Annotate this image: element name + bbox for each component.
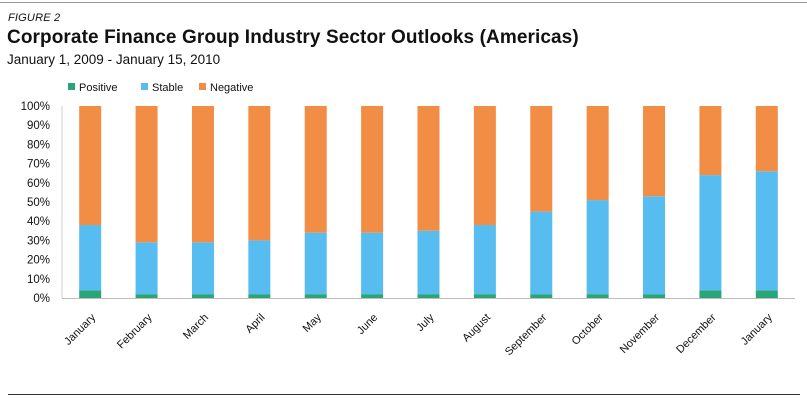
bar-positive-6	[361, 294, 384, 298]
x-tick-label: September	[503, 311, 550, 358]
bar-positive-2	[135, 294, 158, 298]
legend-label-positive: Positive	[79, 82, 118, 94]
bar-positive-5	[304, 294, 327, 298]
bar-negative-12	[699, 106, 722, 176]
x-tick-label: November	[618, 311, 663, 356]
bar-negative-11	[643, 106, 666, 197]
legend-label-stable: Stable	[152, 82, 183, 94]
x-tick-label: January	[62, 311, 99, 348]
x-axis: January February March April May June July Augu…	[62, 298, 795, 358]
x-tick-label: March	[181, 312, 211, 342]
bar-positive-3	[191, 294, 214, 298]
bar-stable-11	[643, 196, 666, 295]
bar-positive-12	[699, 290, 722, 298]
top-rule	[0, 2, 807, 3]
bar-stable-9	[530, 211, 553, 295]
y-tick-label: 10%	[27, 274, 50, 286]
bar-stable-4	[248, 240, 271, 295]
bar-negative-7	[417, 106, 440, 231]
bar-positive-10	[586, 294, 609, 298]
bar-negative-2	[135, 106, 158, 243]
bottom-rule	[8, 394, 800, 395]
bar-negative-10	[586, 106, 609, 201]
bar-negative-4	[248, 106, 271, 241]
legend-swatch-positive	[68, 83, 75, 90]
bar-stable-7	[417, 230, 440, 295]
legend-swatch-negative	[199, 83, 206, 90]
bar-positive-4	[248, 294, 271, 298]
y-tick-label: 60%	[27, 178, 50, 190]
bar-stable-12	[699, 175, 722, 291]
bar-positive-13	[755, 290, 778, 298]
y-tick-label: 80%	[27, 139, 50, 151]
bar-stable-3	[191, 242, 214, 295]
y-tick-label: 0%	[33, 293, 50, 305]
y-tick-label: 40%	[27, 216, 50, 228]
bar-negative-8	[473, 106, 496, 226]
x-tick-label: June	[355, 312, 380, 337]
chart-subtitle: January 1, 2009 - January 15, 2010	[7, 52, 221, 67]
y-axis: 0% 10% 20% 30% 40% 50% 60% 70% 80% 90% 100%	[21, 101, 63, 305]
x-tick-label: April	[243, 312, 267, 336]
y-tick-label: 90%	[27, 120, 50, 132]
bar-positive-11	[643, 294, 666, 298]
x-tick-label: August	[460, 312, 493, 345]
legend: Positive Stable Negative	[68, 82, 253, 94]
bar-stable-6	[361, 232, 384, 295]
y-tick-label: 30%	[27, 235, 50, 247]
bar-stable-13	[755, 171, 778, 291]
bar-negative-3	[191, 106, 214, 243]
y-tick-label: 100%	[21, 101, 50, 113]
figure-label: FIGURE 2	[8, 12, 61, 24]
bar-stable-5	[304, 232, 327, 295]
legend-label-negative: Negative	[210, 82, 253, 94]
bar-stable-1	[79, 225, 102, 291]
bar-negative-1	[79, 106, 102, 226]
bar-stable-10	[586, 200, 609, 295]
bar-negative-6	[361, 106, 384, 233]
bar-negative-13	[755, 106, 778, 172]
x-tick-label: May	[301, 311, 325, 335]
chart-title: Corporate Finance Group Industry Sector …	[7, 27, 579, 48]
y-tick-label: 50%	[27, 197, 50, 209]
bar-positive-1	[79, 290, 102, 298]
bar-negative-5	[304, 106, 327, 233]
bar-negative-9	[530, 106, 553, 212]
bar-stable-8	[473, 225, 496, 295]
bar-stable-2	[135, 242, 158, 295]
x-tick-label: February	[115, 311, 155, 351]
y-tick-label: 70%	[27, 159, 50, 171]
bar-positive-8	[473, 294, 496, 298]
x-tick-label: January	[739, 311, 776, 348]
y-tick-label: 20%	[27, 255, 50, 267]
x-tick-label: October	[570, 311, 606, 347]
legend-swatch-stable	[141, 83, 148, 90]
bar-positive-9	[530, 294, 553, 298]
bar-positive-7	[417, 294, 440, 298]
x-tick-label: December	[674, 311, 719, 356]
bars	[79, 106, 778, 298]
x-tick-label: July	[414, 311, 437, 334]
